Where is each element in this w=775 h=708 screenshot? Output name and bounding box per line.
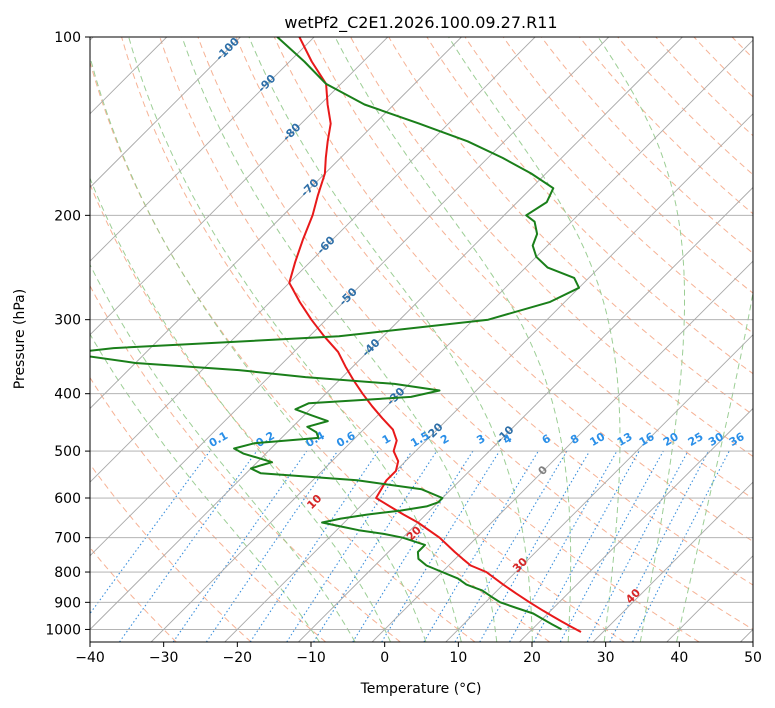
y-tick-label: 700 [54, 531, 81, 547]
dry-adiabat [121, 37, 625, 642]
moist-adiabat [334, 37, 572, 642]
y-tick-label: 800 [54, 565, 81, 581]
y-tick-label: 400 [54, 387, 81, 403]
mixing-ratio-line [90, 450, 211, 615]
x-axis: −40 −30 −20 −10 0 10 20 30 40 50 [75, 642, 762, 666]
dewpoint-profile [90, 37, 580, 631]
moist-adiabat [90, 263, 356, 642]
dry-adiabat [311, 37, 753, 500]
dry-adiabats [90, 37, 753, 642]
dry-adiabat [502, 37, 753, 294]
y-axis: 1000 900 800 700 600 500 400 300 200 100 [45, 30, 90, 638]
moist-adiabat [676, 289, 753, 642]
isotherm-line [150, 39, 753, 642]
isotherm-line [90, 37, 389, 336]
moist-adiabat [597, 37, 685, 642]
dry-adiabat [159, 37, 700, 642]
isotherm-line [371, 260, 753, 642]
moist-adiabat [181, 37, 498, 642]
x-axis-title: Temperature (°C) [360, 681, 482, 697]
temperature-profile [288, 37, 582, 633]
mixing-ratio-line [632, 450, 730, 642]
dry-adiabat [273, 37, 753, 543]
x-tick-label: 40 [670, 650, 688, 666]
y-tick-label: 900 [54, 595, 81, 611]
moist-adiabat [248, 37, 533, 642]
isotherm-line [445, 334, 753, 642]
mixing-ratio-line [559, 450, 664, 642]
moist-adiabats [90, 37, 753, 642]
x-tick-label: −10 [296, 650, 326, 666]
mixing-ratio-line [381, 450, 500, 642]
dry-adiabat [90, 463, 252, 642]
isotherm-line [90, 37, 683, 631]
y-tick-label: 100 [54, 30, 81, 46]
plot-frame [89, 36, 754, 643]
x-tick-label: −40 [75, 650, 105, 666]
dry-adiabat [90, 376, 327, 642]
y-tick-label: 300 [54, 313, 81, 329]
x-tick-label: 20 [523, 650, 541, 666]
mixing-ratio-line [205, 450, 338, 642]
isotherm-line [90, 37, 315, 262]
moist-adiabat [90, 176, 391, 642]
isotherm-line [592, 481, 753, 642]
isotherm-line [90, 37, 462, 410]
mixing-ratio-line [249, 450, 379, 642]
isotherm-line [90, 37, 536, 483]
mixing-ratio-line [509, 450, 618, 642]
isotherm-line [90, 37, 241, 189]
profile-series [90, 37, 582, 633]
x-tick-label: 50 [744, 650, 762, 666]
isotherm-line [298, 186, 753, 642]
x-tick-label: 30 [597, 650, 615, 666]
mixing-ratio-line [533, 450, 640, 642]
moist-adiabat [90, 333, 320, 642]
y-tick-label: 1000 [45, 622, 81, 638]
mixing-ratio-lines [90, 450, 730, 642]
y-tick-label: 600 [54, 491, 81, 507]
y-tick-label: 200 [54, 208, 81, 224]
x-tick-label: 0 [380, 650, 389, 666]
y-axis-title: Pressure (hPa) [12, 289, 28, 389]
x-tick-label: −30 [149, 650, 179, 666]
x-tick-label: −20 [223, 650, 253, 666]
isotherm-line [519, 407, 753, 642]
mixing-ratio-line [172, 450, 308, 642]
dry-adiabat [197, 37, 753, 630]
mixing-ratio-line [286, 450, 413, 642]
moist-adiabat [448, 37, 621, 642]
isotherm-line [90, 37, 610, 557]
isotherms [90, 37, 753, 642]
x-tick-label: 10 [449, 650, 467, 666]
mixing-ratio-line [313, 450, 438, 642]
isotherm-line [224, 113, 753, 642]
y-tick-label: 500 [54, 444, 81, 460]
moist-adiabat [128, 37, 462, 642]
moist-adiabat [90, 54, 427, 642]
mixing-ratio-line [119, 450, 258, 642]
dry-adiabat [235, 37, 753, 586]
chart-title: wetPf2_C2E1.2026.100.09.27.R11 [284, 13, 557, 33]
